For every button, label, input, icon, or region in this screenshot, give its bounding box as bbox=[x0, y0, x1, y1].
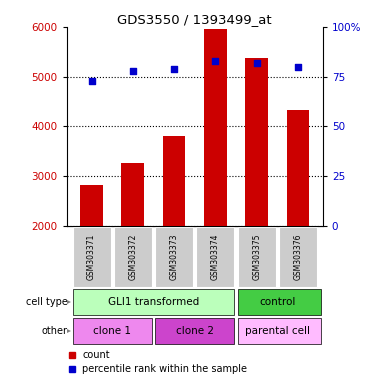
Text: percentile rank within the sample: percentile rank within the sample bbox=[82, 364, 247, 374]
Text: GSM303376: GSM303376 bbox=[293, 233, 302, 280]
Point bbox=[89, 78, 95, 84]
Bar bbox=[73, 227, 111, 286]
Text: GSM303371: GSM303371 bbox=[87, 234, 96, 280]
Text: other: other bbox=[42, 326, 68, 336]
Text: parental cell: parental cell bbox=[245, 326, 310, 336]
Point bbox=[130, 68, 136, 74]
Text: clone 2: clone 2 bbox=[176, 326, 214, 336]
Text: cell type: cell type bbox=[26, 297, 68, 307]
Text: GSM303373: GSM303373 bbox=[170, 233, 178, 280]
Bar bbox=[238, 318, 321, 344]
Bar bbox=[279, 227, 317, 286]
Bar bbox=[80, 185, 103, 226]
Point bbox=[254, 60, 260, 66]
Text: count: count bbox=[82, 350, 110, 360]
Bar bbox=[121, 163, 144, 226]
Bar bbox=[163, 136, 186, 226]
Bar bbox=[155, 227, 193, 286]
Bar bbox=[238, 289, 321, 315]
Bar bbox=[73, 289, 234, 315]
Text: GSM303374: GSM303374 bbox=[211, 233, 220, 280]
Bar bbox=[155, 318, 234, 344]
Bar bbox=[204, 29, 227, 226]
Text: GSM303372: GSM303372 bbox=[128, 234, 137, 280]
Text: control: control bbox=[259, 297, 296, 307]
Text: clone 1: clone 1 bbox=[93, 326, 131, 336]
Bar bbox=[287, 111, 309, 226]
Point bbox=[171, 66, 177, 72]
Bar bbox=[114, 227, 152, 286]
Text: GLI1 transformed: GLI1 transformed bbox=[108, 297, 199, 307]
Point bbox=[295, 64, 301, 70]
Title: GDS3550 / 1393499_at: GDS3550 / 1393499_at bbox=[118, 13, 272, 26]
Bar bbox=[238, 227, 276, 286]
Bar bbox=[73, 318, 152, 344]
Point bbox=[213, 58, 219, 64]
Bar bbox=[196, 227, 234, 286]
Bar bbox=[245, 58, 268, 226]
Text: GSM303375: GSM303375 bbox=[252, 233, 261, 280]
